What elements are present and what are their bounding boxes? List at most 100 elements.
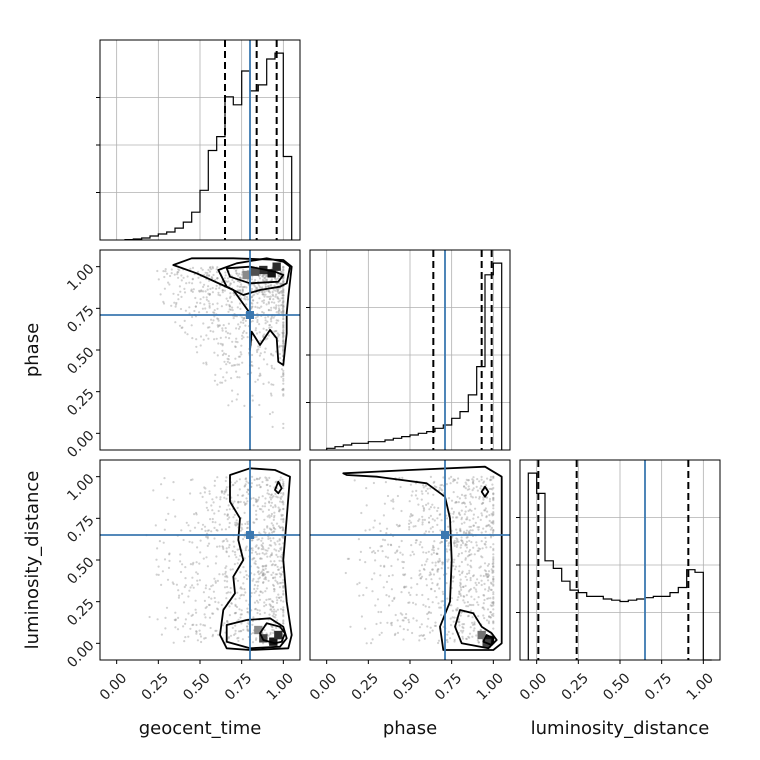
scatter-point xyxy=(228,614,231,617)
scatter-point xyxy=(465,529,468,532)
scatter-point xyxy=(396,619,399,622)
scatter-point xyxy=(492,565,495,568)
scatter-point xyxy=(260,557,263,560)
scatter-point xyxy=(254,305,257,308)
scatter-point xyxy=(234,270,237,273)
scatter-point xyxy=(210,597,213,600)
scatter-point xyxy=(429,527,432,530)
scatter-point xyxy=(195,513,198,516)
scatter-point xyxy=(282,527,285,531)
scatter-point xyxy=(455,500,458,504)
scatter-point xyxy=(433,485,436,488)
scatter-point xyxy=(468,550,471,553)
scatter-point xyxy=(226,299,229,303)
scatter-point xyxy=(189,492,192,495)
scatter-point xyxy=(282,311,285,314)
scatter-point xyxy=(271,625,274,629)
scatter-point xyxy=(483,594,486,597)
scatter-point xyxy=(148,615,151,619)
scatter-point xyxy=(483,608,486,611)
scatter-point xyxy=(278,510,281,513)
scatter-point xyxy=(492,556,495,559)
scatter-point xyxy=(270,514,273,518)
scatter-point xyxy=(219,294,222,297)
scatter-point xyxy=(458,592,461,596)
scatter-point xyxy=(455,501,458,504)
scatter-point xyxy=(282,609,285,613)
scatter-point xyxy=(191,290,194,293)
scatter-point xyxy=(492,522,495,525)
scatter-point xyxy=(459,584,462,587)
scatter-point xyxy=(165,606,169,609)
scatter-point xyxy=(250,591,253,595)
scatter-point xyxy=(456,543,459,547)
scatter-point xyxy=(237,500,240,504)
scatter-point xyxy=(250,415,253,419)
scatter-point xyxy=(471,616,474,619)
scatter-point xyxy=(261,275,264,278)
scatter-point xyxy=(485,515,488,518)
scatter-point xyxy=(216,607,219,610)
scatter-point xyxy=(214,629,217,633)
scatter-point xyxy=(386,621,389,624)
scatter-point xyxy=(420,575,424,578)
scatter-point xyxy=(467,590,470,593)
scatter-point xyxy=(380,610,383,614)
scatter-point xyxy=(258,483,261,487)
scatter-point xyxy=(423,637,426,640)
scatter-point xyxy=(171,581,174,584)
scatter-point xyxy=(241,319,245,322)
scatter-point xyxy=(421,492,424,495)
scatter-point xyxy=(466,488,469,491)
scatter-point xyxy=(271,563,274,566)
scatter-point xyxy=(492,475,495,478)
scatter-point xyxy=(224,336,227,339)
scatter-point xyxy=(275,319,278,322)
scatter-point xyxy=(253,557,256,560)
scatter-point xyxy=(492,512,495,515)
scatter-point xyxy=(356,583,359,586)
scatter-point xyxy=(256,292,259,295)
scatter-point xyxy=(282,326,285,329)
scatter-point xyxy=(205,605,208,608)
scatter-point xyxy=(447,542,450,545)
scatter-point xyxy=(237,558,240,561)
scatter-point xyxy=(228,521,231,525)
scatter-point xyxy=(411,490,414,493)
scatter-point xyxy=(243,330,246,333)
scatter-point xyxy=(282,503,285,506)
scatter-point xyxy=(242,594,245,597)
scatter-point xyxy=(411,550,414,554)
scatter-point xyxy=(195,511,198,515)
scatter-point xyxy=(251,475,254,478)
scatter-point xyxy=(438,606,441,609)
scatter-point xyxy=(246,628,249,631)
scatter-point xyxy=(277,288,280,291)
scatter-point xyxy=(492,547,495,551)
scatter-point xyxy=(474,521,477,525)
scatter-point xyxy=(250,278,254,281)
scatter-point xyxy=(270,512,273,516)
scatter-point xyxy=(207,337,210,340)
x-tick-label: 0.00 xyxy=(517,670,550,703)
scatter-point xyxy=(275,304,278,307)
scatter-point xyxy=(281,336,285,339)
scatter-point xyxy=(440,519,443,522)
scatter-point xyxy=(262,546,265,549)
scatter-point xyxy=(468,530,471,533)
scatter-point xyxy=(277,297,280,300)
scatter-point xyxy=(462,623,466,626)
scatter-point xyxy=(282,590,285,593)
scatter-point xyxy=(439,606,442,609)
scatter-point xyxy=(475,544,478,547)
y-tick-label: 0.00 xyxy=(64,638,97,671)
scatter-point xyxy=(489,479,492,482)
x-tick-label: 0.00 xyxy=(307,670,340,703)
scatter-point xyxy=(261,290,264,293)
scatter-point xyxy=(251,294,254,297)
scatter-point xyxy=(270,317,273,320)
scatter-point xyxy=(399,612,402,615)
scatter-point xyxy=(265,552,268,555)
scatter-point xyxy=(492,557,495,560)
histogram-step xyxy=(326,262,503,450)
